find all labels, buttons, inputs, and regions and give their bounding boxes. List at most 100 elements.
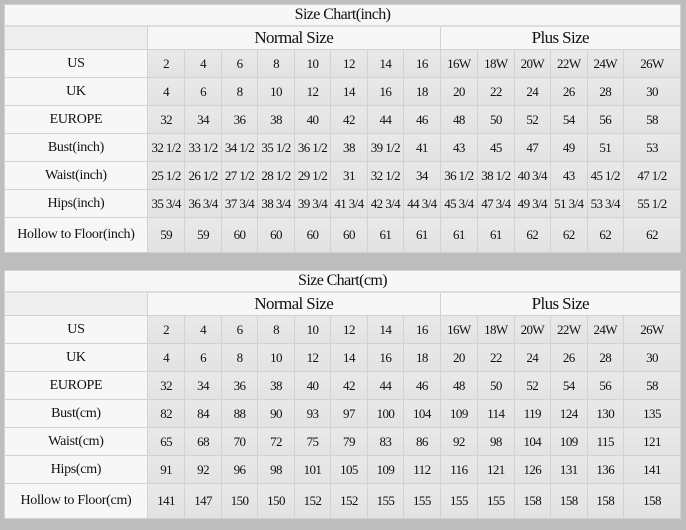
plus-size-header: Plus Size [439,291,682,316]
size-cell: 54 [550,105,588,134]
size-cell: 152 [330,483,368,519]
size-cell: 14 [366,315,405,344]
size-cell: 59 [184,217,222,253]
size-cell: 52 [513,105,552,134]
size-cell: 42 3/4 [366,189,405,218]
size-cell: 24W [586,49,624,78]
chart-title: Size Chart(inch) [4,4,681,27]
table-row: Hips(cm) 91 92 96 98 101 105 109 112 116 121 126 131… [4,455,682,484]
chart-title: Size Chart(cm) [4,270,681,293]
size-cell: 121 [477,455,515,484]
size-cell: 98 [257,455,295,484]
size-cell: 6 [184,343,222,372]
size-cell: 141 [146,483,186,519]
size-cell: 34 [403,161,441,190]
size-cell: 50 [477,371,515,400]
size-cell: 115 [586,427,624,456]
size-cell: 12 [330,49,368,78]
size-cell: 56 [586,371,624,400]
size-cell: 126 [513,455,552,484]
size-cell: 62 [550,217,588,253]
size-cell: 52 [513,371,552,400]
size-table: Size Chart(inch) Normal Size Plus Size US 2 4… [4,4,682,253]
size-cell: 47 1/2 [622,161,682,190]
size-cell: 4 [146,343,186,372]
size-cell: 43 [550,161,588,190]
row-label: Hips(cm) [4,455,148,484]
size-cell: 12 [330,315,368,344]
size-cell: 119 [513,399,552,428]
corner-cell [4,25,148,50]
row-label: EUROPE [4,105,148,134]
size-cell: 26 [550,343,588,372]
size-cell: 6 [220,315,259,344]
table-row: EUROPE 32 34 36 38 40 42 44 46 48 50 52 54 56 58 [4,105,682,134]
normal-size-header: Normal Size [146,291,441,316]
size-cell: 124 [550,399,588,428]
size-cell: 26 1/2 [184,161,222,190]
size-cell: 20 [439,77,479,106]
table-row: US 2 4 6 8 10 12 14 16 16W 18W 20W 22W 24W 26W [4,315,682,344]
size-chart-cm: Size Chart(cm) Normal Size Plus Size US 2 4 6 8… [4,270,682,519]
size-cell: 83 [366,427,405,456]
size-chart-inch: Size Chart(inch) Normal Size Plus Size US 2 4… [4,4,682,253]
table-row: UK 4 6 8 10 12 14 16 18 20 22 24 26 28 30 [4,77,682,106]
size-cell: 101 [293,455,332,484]
size-cell: 18 [403,77,441,106]
size-cell: 62 [622,217,682,253]
size-cell: 155 [366,483,405,519]
size-cell: 58 [622,105,682,134]
size-cell: 40 3/4 [513,161,552,190]
size-cell: 82 [146,399,186,428]
size-cell: 141 [622,455,682,484]
size-cell: 34 [184,105,222,134]
size-cell: 16W [439,49,479,78]
size-table: Size Chart(cm) Normal Size Plus Size US 2 4 6 8… [4,270,682,519]
size-cell: 32 1/2 [146,133,186,162]
size-cell: 55 1/2 [622,189,682,218]
size-cell: 61 [366,217,405,253]
size-cell: 20W [513,49,552,78]
size-cell: 38 [330,133,368,162]
size-cell: 92 [184,455,222,484]
size-cell: 39 3/4 [293,189,332,218]
size-cell: 12 [293,343,332,372]
table-row: EUROPE 32 34 36 38 40 42 44 46 48 50 52 54 56 58 [4,371,682,400]
row-label: Hollow to Floor(inch) [4,217,148,253]
size-cell: 152 [293,483,332,519]
size-cell: 22 [477,77,515,106]
size-cell: 2 [146,315,186,344]
table-row: Bust(cm) 82 84 88 90 93 97 100 104 109 114 119 124 13… [4,399,682,428]
size-cell: 41 [403,133,441,162]
size-cell: 36 [220,105,259,134]
size-cell: 42 [330,105,368,134]
size-cell: 92 [439,427,479,456]
row-label: EUROPE [4,371,148,400]
size-cell: 14 [366,49,405,78]
size-cell: 22 [477,343,515,372]
size-cell: 14 [330,343,368,372]
size-cell: 88 [220,399,259,428]
size-cell: 36 1/2 [293,133,332,162]
size-cell: 38 [257,105,295,134]
size-cell: 62 [513,217,552,253]
size-cell: 109 [550,427,588,456]
row-label: UK [4,77,148,106]
size-cell: 36 3/4 [184,189,222,218]
size-cell: 131 [550,455,588,484]
row-label: Hollow to Floor(cm) [4,483,148,519]
size-cell: 51 [586,133,624,162]
size-cell: 18 [403,343,441,372]
row-label: Waist(inch) [4,161,148,190]
size-cell: 158 [622,483,682,519]
size-cell: 45 [477,133,515,162]
size-cell: 158 [586,483,624,519]
table-row: Waist(cm) 65 68 70 72 75 79 83 86 92 98 104 109 115 12… [4,427,682,456]
size-cell: 130 [586,399,624,428]
size-cell: 72 [257,427,295,456]
size-cell: 8 [220,343,259,372]
size-cell: 14 [330,77,368,106]
size-cell: 16 [403,315,441,344]
size-cell: 31 [330,161,368,190]
size-cell: 33 1/2 [184,133,222,162]
